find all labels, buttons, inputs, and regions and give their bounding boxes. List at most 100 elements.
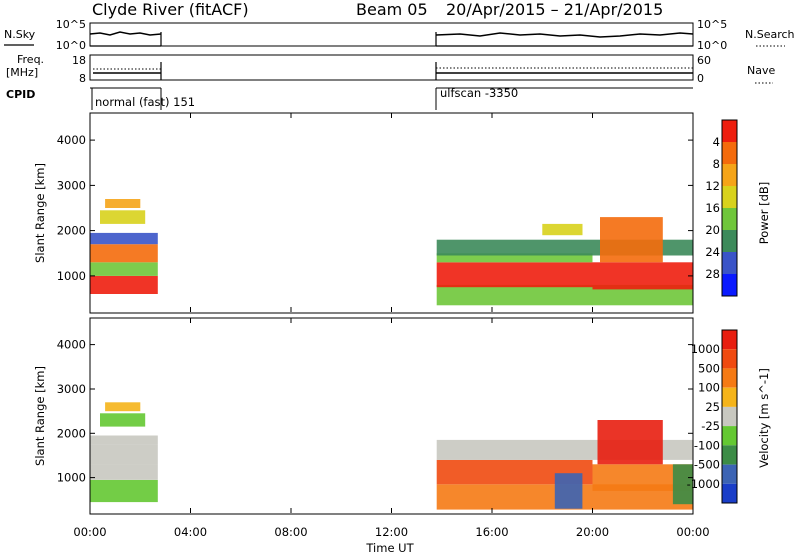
noise-sky-label: N.Sky [4,28,36,41]
velocity-colorbar: 1000 500 100 25 -25 -100 -500 -1000 [687,329,738,504]
power-data-region [436,253,593,263]
power-y-ticks: 1000 2000 3000 4000 [57,133,693,283]
power-y-axis-label: Slant Range [km] [33,163,47,263]
noise-sky-trace-2 [435,32,694,38]
velocity-colorbar-tick-label: -25 [701,419,720,433]
freq-left-bottom-tick: 8 [79,72,86,85]
plot-title: Clyde River (fitACF) [92,0,249,19]
power-data-region [100,210,146,224]
power-colorbar-tick-label: 8 [713,157,720,171]
velocity-data-region [100,413,146,427]
velocity-colorbar-swatch [722,406,737,427]
nave-right-bottom-tick: 0 [697,72,704,85]
noise-sky-trace-1 [89,31,162,36]
power-data-region [90,275,158,294]
velocity-y-tick-label: 2000 [57,426,86,440]
power-colorbar-swatch [722,164,737,186]
velocity-colorbar-tick-label: 500 [698,361,720,375]
velocity-colorbar-tick-label: -1000 [687,477,720,491]
power-colorbar-tick-label: 24 [705,245,720,259]
velocity-y-tick-label: 4000 [57,338,86,352]
noise-panel: N.Sky 10^5 10^0 10^5 10^0 N.Search [4,18,795,52]
velocity-colorbar-swatch [722,464,737,484]
power-colorbar-tick-label: 28 [705,267,720,281]
velocity-data-layer [90,402,693,510]
date-range: 20/Apr/2015 – 21/Apr/2015 [446,0,663,19]
beam-label: Beam 05 [356,0,428,19]
time-tick-label: 20:00 [576,525,609,539]
freq-label-line1: Freq. [17,53,44,66]
power-colorbar-swatch [722,274,737,296]
cpid-mode-2: ulfscan -3350 [440,86,518,100]
power-data-region [90,262,158,276]
velocity-colorbar-swatch [722,330,737,350]
velocity-y-tick-label: 3000 [57,382,86,396]
velocity-data-region [90,464,158,480]
power-data-region [542,223,583,236]
power-y-tick-label: 2000 [57,224,86,238]
power-colorbar-tick-label: 12 [705,179,720,193]
power-data-region [436,262,593,288]
velocity-colorbar-tick-label: 1000 [691,342,720,356]
noise-left-top-tick: 10^5 [56,18,86,31]
power-colorbar-swatch [722,208,737,230]
velocity-colorbar-swatch [722,349,737,369]
power-colorbar: 4 8 12 16 20 24 28 [705,119,738,297]
time-tick-label: 00:00 [73,525,106,539]
power-data-layer [90,199,693,306]
velocity-panel: 1000 2000 3000 4000 Slant Range [km] [33,317,694,515]
velocity-data-region [90,435,158,445]
velocity-y-tick-label: 1000 [57,471,86,485]
velocity-data-region [672,464,693,505]
power-colorbar-swatch [722,120,737,142]
velocity-colorbar-swatch [722,426,737,446]
nave-label: Nave [747,64,775,77]
cpid-label: CPID [6,88,35,101]
power-colorbar-tick-label: 16 [705,201,720,215]
power-data-region [90,232,158,245]
velocity-colorbar-tick-label: 25 [705,400,720,414]
power-colorbar-tick-label: 20 [705,223,720,237]
power-data-region [90,244,158,263]
velocity-y-axis-label: Slant Range [km] [33,366,47,466]
velocity-data-region [90,444,158,465]
velocity-colorbar-label: Velocity [m s^-1] [757,368,771,468]
time-axis: 00:00 04:00 08:00 12:00 16:00 20:00 00:00 [73,113,710,539]
power-y-tick-label: 3000 [57,178,86,192]
noise-right-bottom-tick: 10^0 [697,39,727,52]
power-y-tick-label: 4000 [57,133,86,147]
velocity-colorbar-tick-label: -500 [694,458,720,472]
power-colorbar-label: Power [dB] [757,182,771,245]
time-tick-label: 08:00 [274,525,307,539]
cpid-row: CPID normal (fast) 151 ulfscan -3350 [6,86,693,110]
cpid-mode-1: normal (fast) 151 [95,95,195,109]
velocity-colorbar-swatch [722,387,737,407]
power-colorbar-swatch [722,186,737,208]
noise-right-top-tick: 10^5 [697,18,727,31]
time-tick-label: 00:00 [676,525,709,539]
power-colorbar-swatch [722,142,737,164]
power-y-tick-label: 1000 [57,269,86,283]
time-tick-label: 04:00 [174,525,207,539]
velocity-data-region [597,420,663,465]
velocity-y-ticks: 1000 2000 3000 4000 [57,338,693,485]
velocity-data-region [90,479,158,503]
power-data-region [105,199,141,208]
noise-search-label: N.Search [745,28,795,41]
power-colorbar-tick-label: 4 [713,135,720,149]
noise-left-bottom-tick: 10^0 [56,39,86,52]
velocity-data-region [554,473,583,509]
velocity-colorbar-swatch [722,445,737,465]
power-colorbar-swatch [722,230,737,252]
power-data-region [600,217,663,263]
velocity-colorbar-swatch [722,483,737,503]
freq-left-top-tick: 18 [72,54,86,67]
time-axis-label: Time UT [365,541,414,554]
power-panel: 1000 2000 3000 4000 Slant Range [km] [33,112,694,314]
frequency-panel: Freq. [MHz] 18 8 60 0 Nave [6,53,775,85]
nave-right-top-tick: 60 [697,54,711,67]
time-tick-label: 12:00 [375,525,408,539]
velocity-colorbar-tick-label: 100 [698,381,720,395]
velocity-data-region [105,402,141,412]
